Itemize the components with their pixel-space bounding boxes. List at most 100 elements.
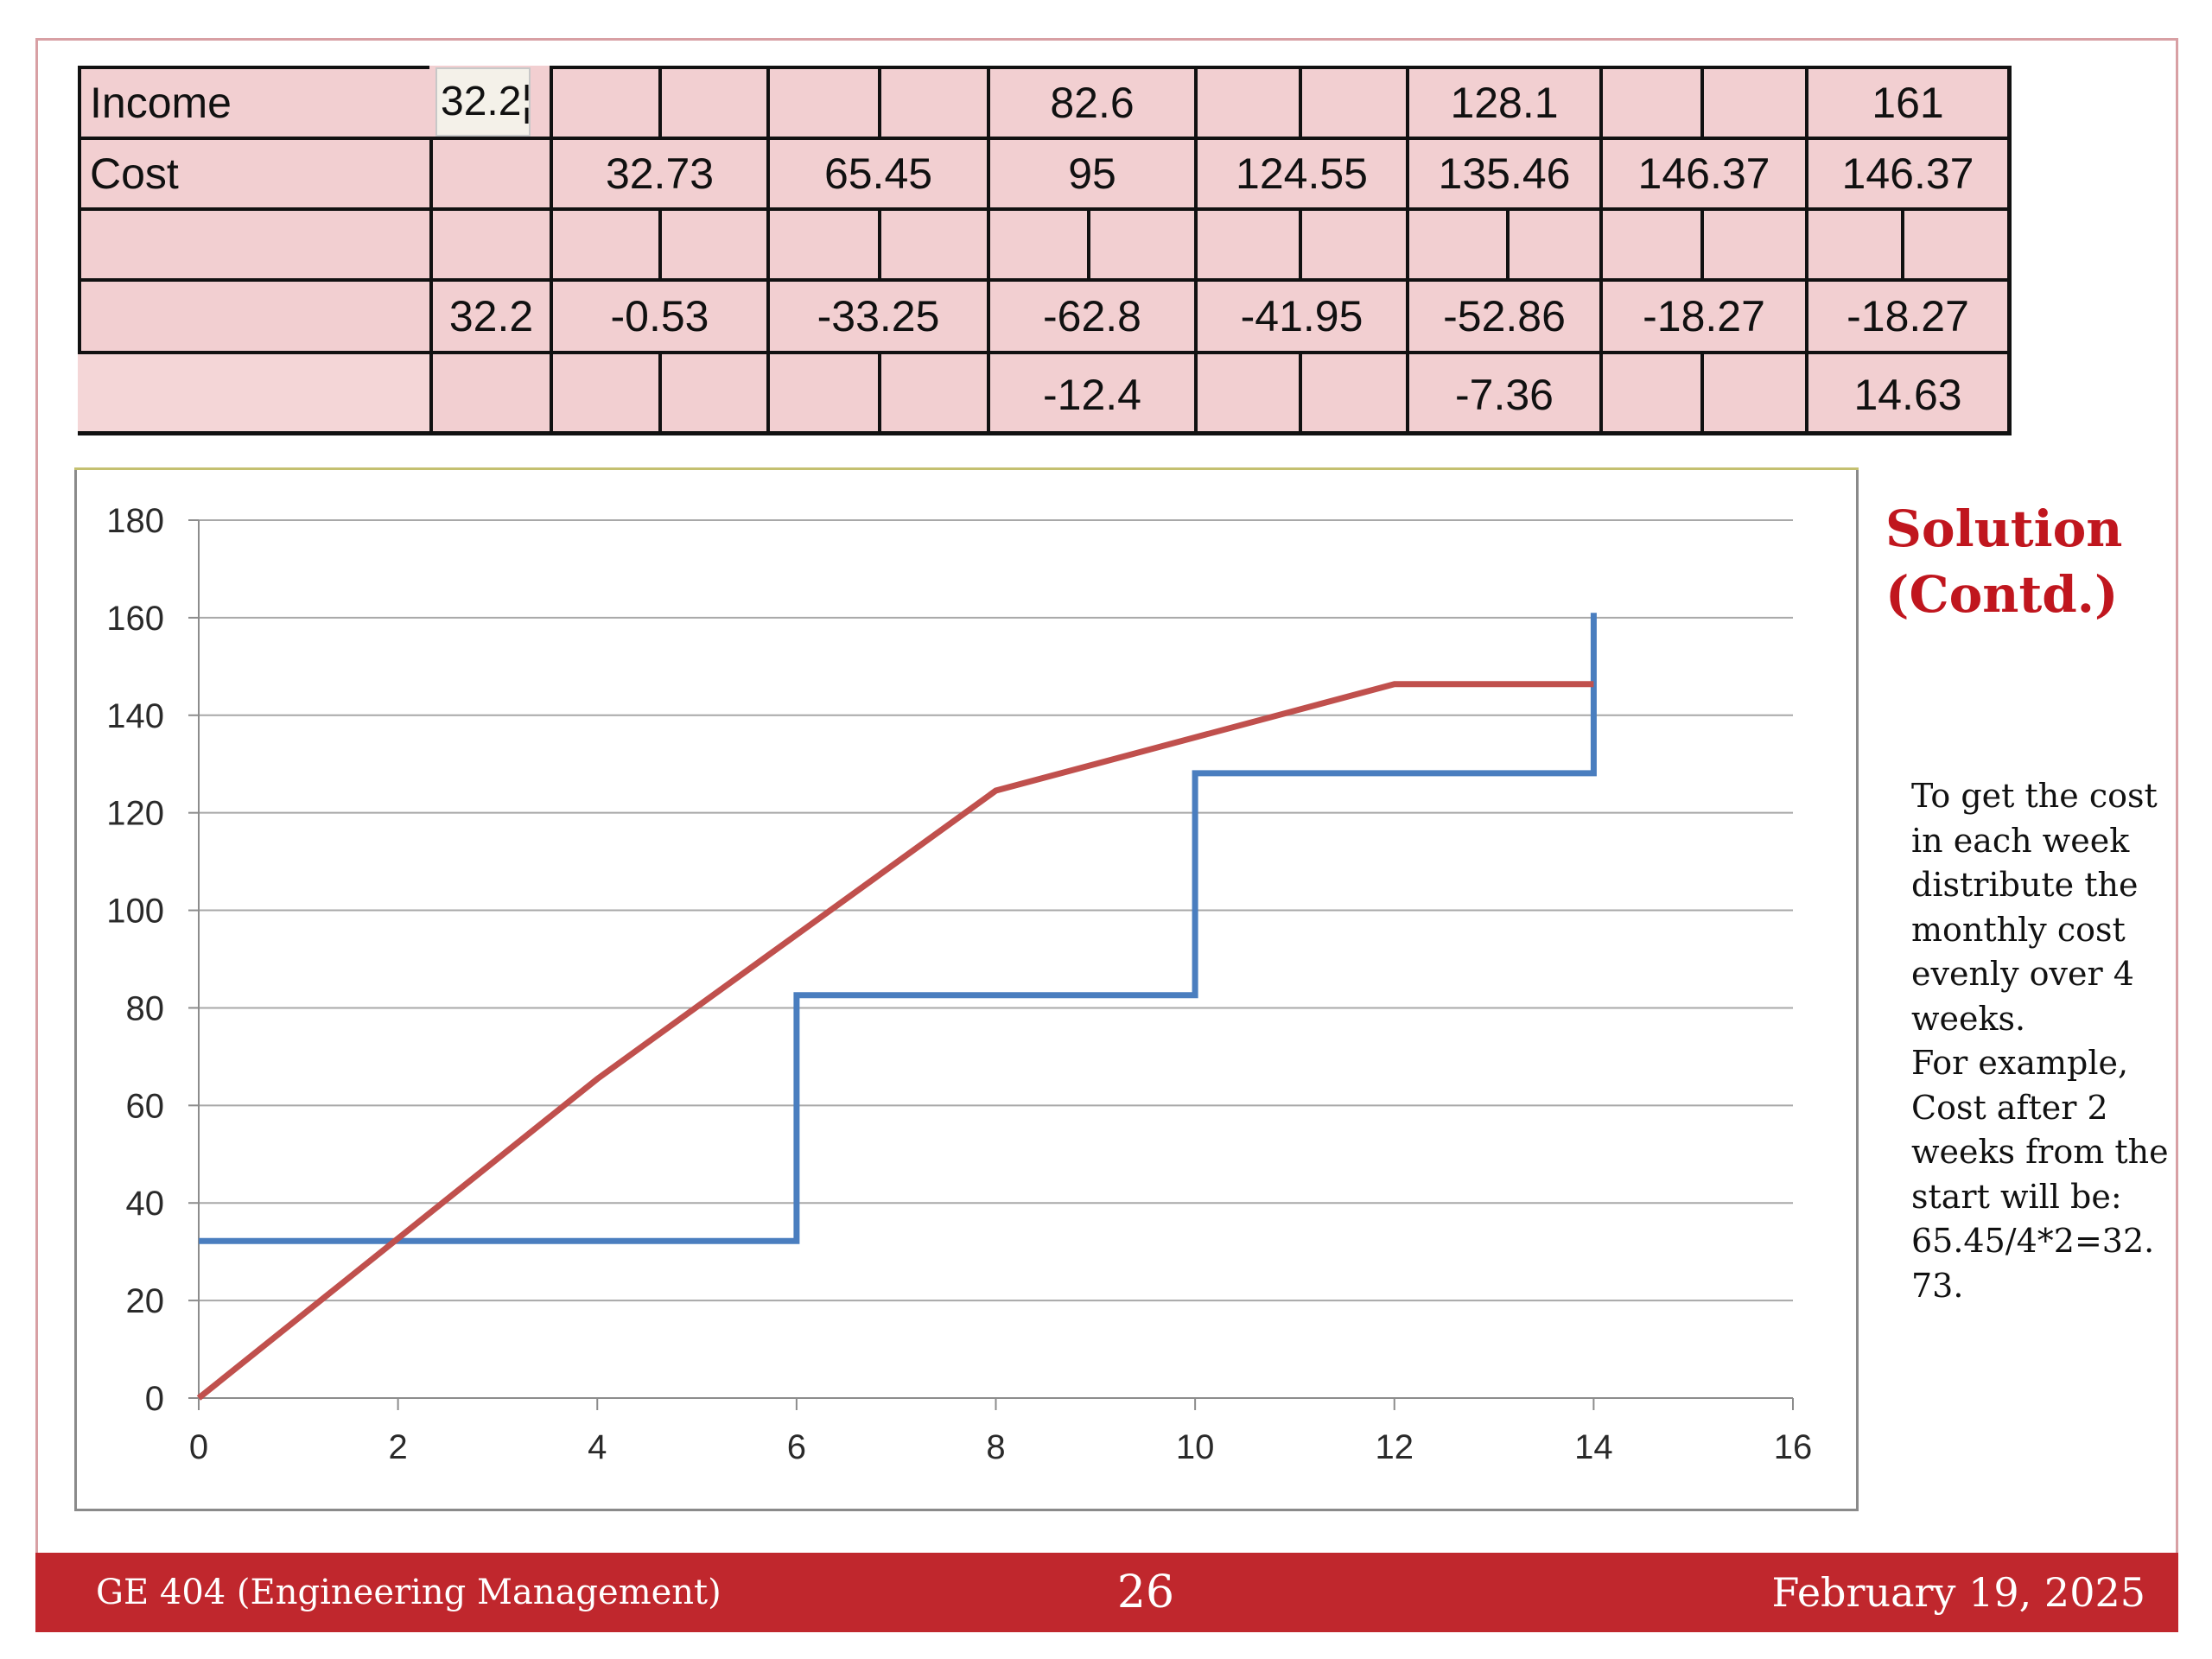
table-cell: -33.25 [766,278,987,351]
series-lines [196,613,1597,1401]
table-cell [1700,66,1805,137]
income-series-line [199,613,1597,1244]
x-tick-label: 6 [787,1428,806,1466]
table-row-label [78,278,429,351]
table-cell [1406,207,1506,278]
note-line: weeks. [1911,999,2026,1038]
table-cell: -18.27 [1805,278,2007,351]
y-tick-label: 40 [126,1185,165,1223]
table-cell [1194,207,1299,278]
note-line: 73. [1911,1266,1964,1305]
table-cell [429,207,550,278]
table-cell [878,351,987,435]
grid-lines [199,519,1793,1302]
table-cell: 95 [987,137,1194,207]
table-cell [658,207,766,278]
cost-series-line [196,681,1594,1401]
table-cell [1599,351,1700,435]
table-cell: -62.8 [987,278,1194,351]
table-cell: 14.63 [1805,351,2007,435]
table-cell: 32.73 [550,137,766,207]
table-row-label: Income [78,66,429,137]
y-tick-label: 160 [106,600,164,638]
table-cell: 135.46 [1406,137,1599,207]
table-cell: -12.4 [987,351,1194,435]
note-line: monthly cost [1911,910,2126,949]
y-tick-label: 100 [106,893,164,931]
x-tick-label: 10 [1176,1428,1215,1466]
y-tick-label: 20 [126,1282,165,1320]
heading-line-1: Solution [1885,499,2123,558]
table-cell: -7.36 [1406,351,1599,435]
table-cell: 32.2 [429,278,550,351]
table-cell [1299,66,1406,137]
table-cell [1299,207,1406,278]
table-cell: 65.45 [766,137,987,207]
table-cell: 82.6 [987,66,1194,137]
note-line: evenly over 4 [1911,955,2134,993]
table-cell [429,351,550,435]
table-cell [658,351,766,435]
table-cell [987,207,1087,278]
table-cell [1599,66,1700,137]
footer-page-number: 26 [1116,1567,1175,1618]
table-cell [766,66,878,137]
y-tick-label: 140 [106,697,164,735]
table-cell: -52.86 [1406,278,1599,351]
x-tick-label: 8 [986,1428,1005,1466]
table-cell [550,66,658,137]
chart-area [74,467,1859,1511]
x-tick-label: 2 [389,1428,408,1466]
note-line: start will be: [1911,1177,2122,1216]
table-cell: -18.27 [1599,278,1805,351]
table-row-label [78,351,429,435]
table-cell [878,66,987,137]
axes [188,519,1794,1410]
x-tick-label: 12 [1376,1428,1414,1466]
table-cell: 161 [1805,66,2007,137]
x-tick-label: 16 [1774,1428,1813,1466]
note-line: For example, [1911,1044,2129,1082]
table-cell: 146.37 [1805,137,2007,207]
tick-labels: 0 20 40 60 80 100 120 140 160 180 0 2 4 6 8 10 12 14 16 [106,502,1812,1466]
note-line: in each week [1911,821,2130,860]
table-cell [550,207,658,278]
y-tick-label: 0 [145,1380,164,1418]
note-line: weeks from the [1911,1133,2169,1171]
table-cell [658,66,766,137]
table-cell [1901,207,2007,278]
table-cell [1506,207,1599,278]
footer-bar: GE 404 (Engineering Management) 26 Febru… [35,1553,2178,1632]
x-tick-label: 14 [1574,1428,1613,1466]
table-cell [1194,66,1299,137]
table-cell [1700,207,1805,278]
x-tick-label: 4 [588,1428,607,1466]
table-row-label [78,207,429,278]
table-cell [878,207,987,278]
y-tick-label: 60 [126,1087,165,1125]
table-cell [1805,207,1901,278]
note-line: distribute the [1911,866,2139,904]
heading-line-2: (Contd.) [1885,565,2119,624]
table-truncated-cell: 32.2¦ [435,67,531,137]
explanation-note: To get the cost in each week distribute th… [1911,774,2171,1308]
y-tick-label: 120 [106,795,164,833]
note-line: Cost after 2 [1911,1088,2108,1127]
table-cell: 128.1 [1406,66,1599,137]
table-cell [1087,207,1194,278]
table-cell: 146.37 [1599,137,1805,207]
table-cell [1299,351,1406,435]
y-tick-label: 180 [106,502,164,540]
note-line: To get the cost [1911,777,2158,815]
table-row-label: Cost [78,137,429,207]
table-cell: -0.53 [550,278,766,351]
slide-heading: Solution (Contd.) [1885,496,2179,627]
footer-date: February 19, 2025 [1771,1569,2145,1616]
table-cell [1194,351,1299,435]
table-cell: -41.95 [1194,278,1406,351]
y-tick-label: 80 [126,989,165,1027]
chart-top-border [74,467,1859,470]
table-cell [1700,351,1805,435]
table-cell [550,351,658,435]
